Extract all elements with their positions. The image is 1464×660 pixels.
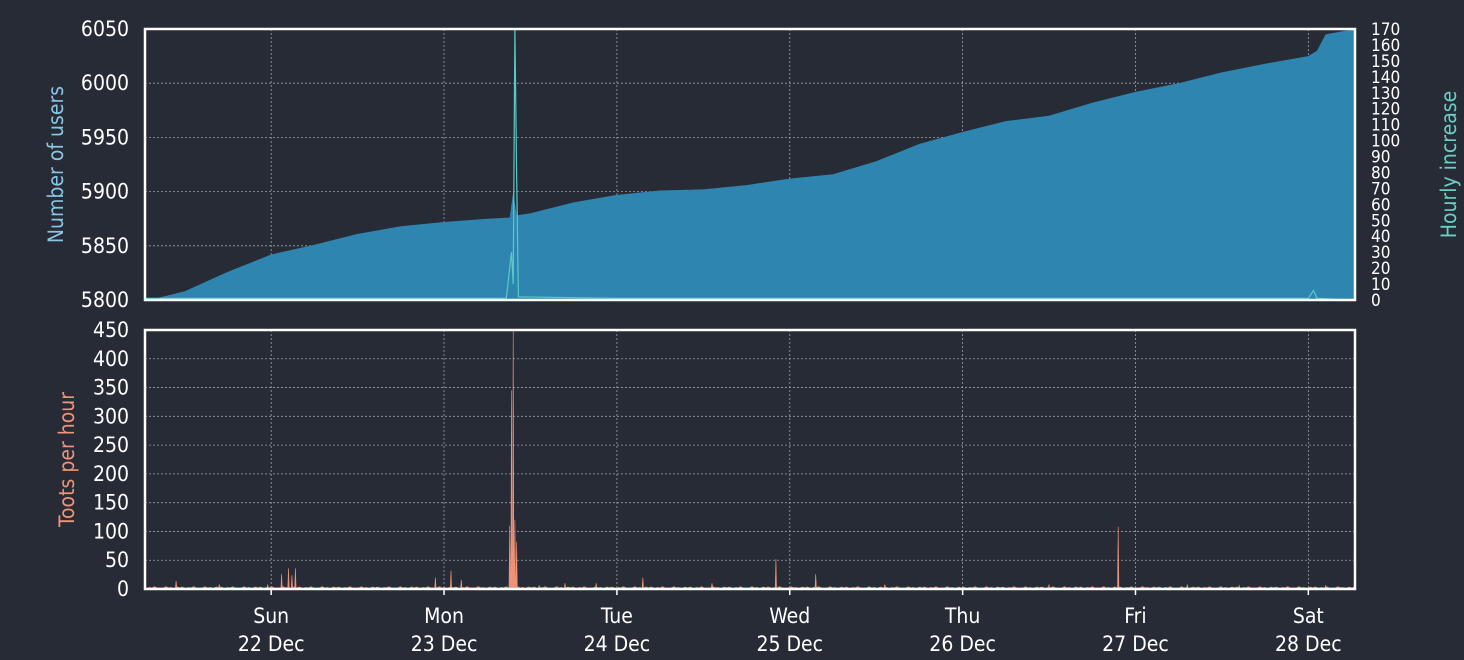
hourly-tick-label: 160: [1371, 36, 1400, 56]
users-frame: [143, 27, 1357, 302]
hourly-tick-label: 20: [1371, 259, 1390, 279]
hourly-tick-label: 150: [1371, 52, 1400, 72]
toots-tick-label: 250: [93, 433, 129, 457]
hourly-tick-label: 90: [1371, 148, 1390, 168]
users-tick-label: 5900: [81, 180, 129, 204]
x-tick-weekday: Sun: [253, 604, 289, 628]
hourly-tick-label: 40: [1371, 227, 1390, 247]
toots-tick-label: 300: [93, 404, 129, 428]
x-tick-date: 23 Dec: [411, 632, 478, 656]
x-tick-weekday: Tue: [600, 604, 633, 628]
hourly-increase-line: [145, 28, 1356, 301]
toots-tick-label: 350: [93, 376, 129, 400]
hourly-tick-label: 130: [1371, 84, 1400, 104]
hourly-tick-label: 10: [1371, 275, 1390, 295]
x-tick-date: 24 Dec: [584, 632, 651, 656]
toots-frame: [143, 328, 1357, 591]
x-tick-date: 27 Dec: [1102, 632, 1169, 656]
toots-panel: 0 50 100 150 200 250 300 350 400 450 Toots per hou…: [55, 318, 1357, 601]
hourly-tick-label: 170: [1371, 20, 1400, 40]
x-tick-weekday: Thu: [944, 604, 981, 628]
users-tick-label: 6000: [81, 71, 129, 95]
hourly-tick-label: 70: [1371, 179, 1390, 199]
hourly-tick-label: 50: [1371, 211, 1390, 231]
users-tick-label: 5950: [81, 125, 129, 149]
users-panel: 5800 5850 5900 5950 6000 6050 0102030405060708…: [44, 17, 1461, 312]
users-axis-title: Number of users: [44, 86, 68, 243]
x-tick-weekday: Sat: [1293, 604, 1324, 628]
toots-tick-label: 150: [93, 491, 129, 515]
hourly-tick-label: 60: [1371, 195, 1390, 215]
hourly-tick-label: 0: [1371, 291, 1381, 311]
x-tick-weekday: Wed: [769, 604, 810, 628]
hourly-tick-label: 110: [1371, 116, 1400, 136]
x-tick-date: 26 Dec: [929, 632, 996, 656]
toots-tick-label: 200: [93, 462, 129, 486]
hourly-tick-label: 100: [1371, 132, 1400, 152]
hourly-tick-label: 80: [1371, 163, 1390, 183]
x-tick-date: 28 Dec: [1275, 632, 1342, 656]
toots-tick-label: 50: [105, 548, 129, 572]
toots-tick-label: 0: [117, 577, 129, 601]
x-axis-labels: Sun 22 Dec Mon 23 Dec Tue 24 Dec Wed 25 Dec Thu 2…: [238, 589, 1342, 656]
toots-tick-label: 400: [93, 347, 129, 371]
toots-tick-label: 100: [93, 519, 129, 543]
users-area: [145, 29, 1355, 302]
toots-axis-title: Toots per hour: [55, 392, 79, 528]
hourly-axis-title: Hourly increase: [1437, 91, 1461, 239]
x-tick-weekday: Fri: [1124, 604, 1146, 628]
hourly-tick-label: 140: [1371, 68, 1400, 88]
users-tick-label: 6050: [81, 17, 129, 41]
users-tick-label: 5850: [81, 234, 129, 258]
hourly-tick-label: 120: [1371, 100, 1400, 120]
hourly-tick-label: 30: [1371, 243, 1390, 263]
x-tick-date: 25 Dec: [756, 632, 823, 656]
toots-tick-label: 450: [93, 318, 129, 342]
x-tick-date: 22 Dec: [238, 632, 305, 656]
x-tick-weekday: Mon: [424, 604, 464, 628]
toots-area: [144, 329, 1356, 590]
users-tick-label: 5800: [81, 288, 129, 312]
